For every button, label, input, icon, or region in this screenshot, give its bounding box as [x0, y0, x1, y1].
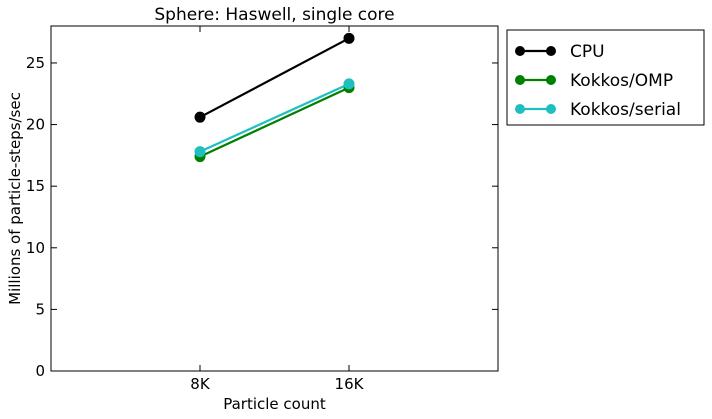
series-kokkos-serial	[194, 78, 355, 158]
legend-swatch-marker	[515, 104, 525, 114]
x-axis-label: Particle count	[223, 395, 326, 413]
chart-title: Sphere: Haswell, single core	[154, 5, 394, 25]
legend-swatch-marker	[546, 104, 556, 114]
plot-area	[50, 25, 499, 372]
legend: CPU Kokkos/OMP Kokkos/serial	[506, 29, 705, 126]
legend-swatch-marker	[546, 75, 556, 85]
legend-label: Kokkos/OMP	[570, 71, 673, 91]
series-layer	[194, 32, 355, 163]
y-tick-label: 0	[35, 362, 45, 380]
series-line	[199, 37, 350, 119]
data-point	[194, 111, 206, 123]
data-point	[194, 146, 206, 158]
y-axis-label: Millions of particle-steps/sec	[6, 92, 24, 305]
series-cpu	[194, 32, 355, 123]
legend-item: Kokkos/serial	[515, 100, 681, 120]
legend-item: Kokkos/OMP	[515, 71, 673, 91]
legend-label: Kokkos/serial	[570, 100, 681, 120]
data-point	[343, 32, 355, 44]
y-tick-label: 5	[35, 300, 45, 318]
x-tick-label: 16K	[335, 375, 365, 393]
y-tick-label: 10	[26, 239, 45, 257]
series-line	[199, 82, 350, 153]
x-axis: 8K 16K	[190, 26, 365, 393]
legend-swatch-marker	[546, 46, 556, 56]
data-point	[343, 78, 355, 90]
series-kokkos-omp	[194, 82, 355, 163]
legend-label: CPU	[570, 42, 605, 62]
legend-swatch-marker	[515, 75, 525, 85]
y-axis: 0 5 10 15 20 25	[26, 54, 498, 380]
y-tick-label: 15	[26, 177, 45, 195]
x-tick-label: 8K	[190, 375, 211, 393]
legend-item: CPU	[515, 42, 605, 62]
y-tick-label: 25	[26, 54, 45, 72]
series-line	[199, 86, 350, 158]
y-tick-label: 20	[26, 116, 45, 134]
legend-swatch-marker	[515, 46, 525, 56]
